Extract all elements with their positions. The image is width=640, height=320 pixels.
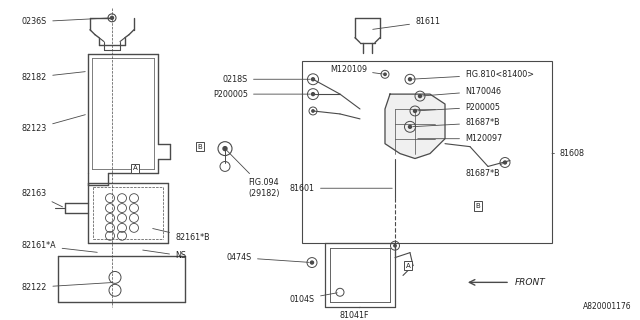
- Text: 82182: 82182: [22, 72, 85, 82]
- Text: 82122: 82122: [22, 283, 112, 292]
- Text: N170046: N170046: [423, 87, 501, 96]
- Text: 82163: 82163: [22, 189, 63, 207]
- Circle shape: [310, 261, 314, 264]
- Text: 81687*B: 81687*B: [465, 164, 502, 178]
- Text: 81041F: 81041F: [340, 307, 369, 320]
- Bar: [302, 61, 552, 243]
- Circle shape: [394, 244, 396, 247]
- Text: 0474S: 0474S: [227, 253, 309, 262]
- Circle shape: [408, 125, 412, 128]
- Circle shape: [384, 73, 386, 76]
- Circle shape: [413, 109, 417, 112]
- Polygon shape: [385, 94, 445, 158]
- Text: 82161*A: 82161*A: [22, 241, 97, 252]
- Text: FRONT: FRONT: [515, 278, 546, 287]
- Text: FIG.810<81400>: FIG.810<81400>: [413, 70, 534, 79]
- Text: A: A: [132, 165, 138, 172]
- Text: NS: NS: [143, 250, 186, 260]
- Text: FIG.094
(29182): FIG.094 (29182): [227, 151, 280, 198]
- Text: P200005: P200005: [213, 90, 310, 99]
- Text: B: B: [198, 144, 202, 150]
- Text: A820001176: A820001176: [584, 302, 632, 311]
- Circle shape: [312, 78, 314, 81]
- Circle shape: [504, 161, 506, 164]
- Text: M120097: M120097: [418, 134, 502, 143]
- Text: 0236S: 0236S: [22, 17, 109, 26]
- Circle shape: [312, 110, 314, 112]
- Circle shape: [111, 16, 113, 19]
- Text: 0218S: 0218S: [223, 75, 310, 84]
- Text: 81687*B: 81687*B: [413, 118, 500, 127]
- Text: M120109: M120109: [330, 65, 382, 74]
- Circle shape: [223, 147, 227, 151]
- Text: 81608: 81608: [552, 149, 585, 158]
- Text: A: A: [406, 262, 410, 268]
- Text: 82161*B: 82161*B: [153, 228, 210, 242]
- Text: 81611: 81611: [372, 17, 440, 29]
- Circle shape: [312, 92, 314, 96]
- Circle shape: [408, 78, 412, 81]
- Text: 0104S: 0104S: [290, 293, 337, 304]
- Circle shape: [419, 95, 422, 98]
- Text: 82123: 82123: [22, 115, 85, 133]
- Text: B: B: [476, 203, 481, 209]
- Text: P200005: P200005: [418, 102, 500, 111]
- Text: 81601: 81601: [290, 184, 392, 193]
